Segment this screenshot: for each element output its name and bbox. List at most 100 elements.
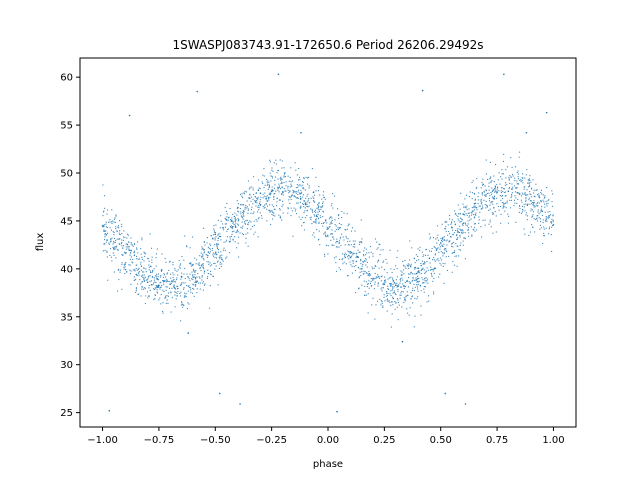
data-point (242, 211, 244, 214)
outlier-point (503, 73, 505, 76)
data-point (144, 302, 147, 305)
data-point (494, 191, 496, 193)
data-point (189, 262, 191, 264)
data-point (182, 304, 184, 306)
data-point (305, 201, 307, 203)
data-point (304, 217, 306, 219)
data-point (359, 251, 361, 253)
data-point (191, 292, 193, 294)
data-point (278, 185, 281, 187)
data-point (137, 268, 139, 270)
data-point (552, 223, 555, 226)
data-point (490, 201, 493, 203)
data-point (547, 217, 550, 219)
data-point (420, 273, 422, 275)
x-tick-label: −1.00 (87, 435, 118, 446)
data-point (446, 244, 448, 246)
data-point (268, 197, 270, 199)
data-point (363, 250, 365, 252)
data-point (473, 214, 475, 216)
data-point (363, 260, 365, 262)
data-point (446, 239, 448, 241)
data-point (433, 267, 435, 269)
data-point (276, 205, 278, 207)
data-point (177, 288, 179, 290)
data-point (153, 282, 155, 284)
data-point (425, 248, 428, 251)
data-point (300, 198, 302, 200)
data-point (380, 249, 382, 251)
data-point (344, 244, 346, 246)
data-point (497, 205, 499, 208)
data-point (345, 235, 347, 237)
data-point (254, 201, 256, 203)
data-point (535, 189, 537, 191)
data-point (471, 235, 473, 237)
data-point (461, 223, 463, 225)
data-point (138, 293, 140, 295)
data-point (234, 225, 236, 228)
data-point (166, 280, 168, 282)
data-point (295, 190, 297, 193)
data-point (218, 235, 220, 238)
data-point (123, 268, 125, 270)
data-point (516, 187, 518, 189)
data-point (246, 219, 248, 221)
data-point (509, 182, 511, 184)
data-point (266, 178, 268, 181)
data-point (299, 179, 301, 181)
data-point (510, 157, 512, 159)
data-point (522, 182, 524, 184)
data-point (124, 236, 126, 238)
data-point (177, 274, 179, 276)
data-point (462, 230, 464, 232)
data-point (414, 286, 416, 288)
data-point (509, 175, 511, 177)
data-point (317, 213, 319, 215)
data-point (274, 193, 276, 195)
data-point (548, 199, 550, 201)
y-tick-label: 55 (60, 121, 73, 132)
data-point (343, 261, 345, 263)
data-point (132, 269, 134, 271)
data-point (159, 297, 161, 299)
data-point (214, 253, 216, 255)
data-point (391, 286, 394, 288)
data-point (338, 240, 340, 242)
data-point (258, 202, 260, 205)
data-point (289, 190, 291, 192)
data-point (511, 195, 513, 197)
data-point (488, 223, 490, 225)
data-point (275, 163, 277, 165)
data-point (404, 298, 406, 300)
data-point (551, 250, 553, 252)
data-point (401, 271, 403, 273)
data-point (506, 183, 508, 186)
data-point (364, 271, 366, 273)
data-point (365, 257, 367, 260)
data-point (221, 263, 223, 265)
data-point (330, 233, 332, 235)
data-point (504, 202, 506, 204)
data-point (201, 257, 203, 259)
data-point (354, 269, 357, 272)
data-point (303, 205, 305, 208)
data-point (349, 240, 351, 242)
data-point (529, 193, 531, 195)
data-point (501, 194, 504, 197)
data-point (143, 278, 145, 280)
data-point (406, 291, 408, 293)
data-point (386, 262, 388, 264)
data-point (232, 221, 234, 223)
data-point (287, 187, 289, 189)
data-point (432, 270, 434, 272)
data-point (464, 232, 466, 234)
data-point (112, 220, 114, 222)
data-point (184, 282, 186, 284)
data-point (277, 189, 279, 191)
data-point (292, 189, 294, 192)
data-point (423, 263, 425, 265)
data-point (475, 212, 477, 214)
data-point (423, 261, 425, 263)
data-point (157, 284, 159, 287)
